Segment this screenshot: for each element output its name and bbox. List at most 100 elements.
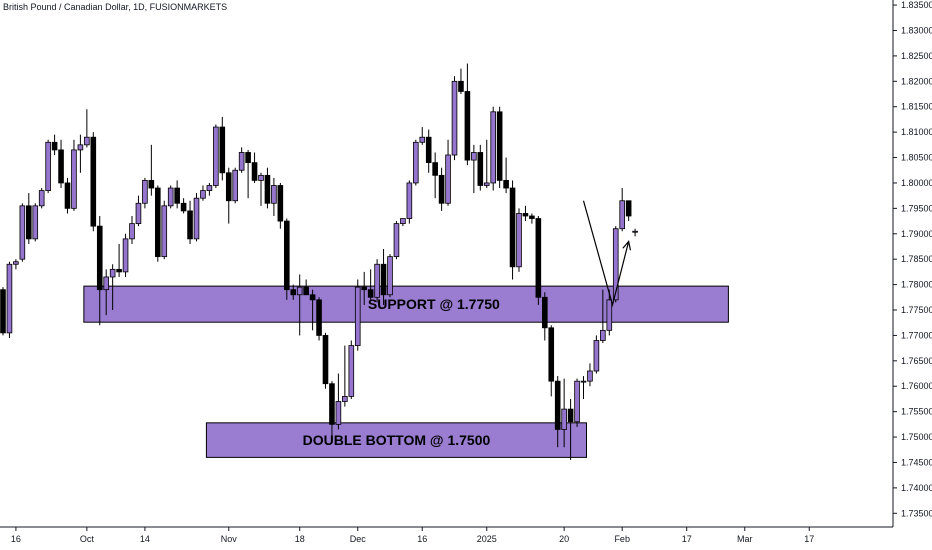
candle-down[interactable] [625, 200, 632, 217]
candle-up[interactable] [142, 180, 148, 204]
candle-up[interactable] [593, 340, 600, 372]
candle-up[interactable] [354, 286, 361, 346]
candle-up[interactable] [335, 401, 342, 425]
candle-up[interactable] [561, 408, 567, 430]
candle-down[interactable] [522, 213, 529, 217]
candle-up[interactable] [580, 380, 587, 383]
candle-up[interactable] [38, 190, 45, 207]
candle-down[interactable] [225, 172, 232, 202]
candle-down[interactable] [548, 327, 555, 382]
candle-up[interactable] [77, 144, 84, 151]
candle-down[interactable] [96, 225, 103, 291]
candle-down[interactable] [361, 286, 367, 291]
candle-down[interactable] [309, 294, 316, 301]
candle-up[interactable] [271, 185, 277, 204]
candle-up[interactable] [412, 141, 419, 184]
candle-down[interactable] [148, 180, 155, 189]
candle-up[interactable] [490, 111, 496, 184]
candle-down[interactable] [25, 205, 32, 240]
candle-up[interactable] [612, 228, 619, 301]
candle-down[interactable] [509, 187, 516, 268]
candle-down[interactable] [303, 286, 309, 296]
candle-up[interactable] [200, 190, 206, 199]
candle-up[interactable] [109, 268, 116, 278]
candle-up[interactable] [238, 152, 245, 171]
candle-down[interactable] [322, 335, 329, 385]
candle-up[interactable] [296, 286, 303, 296]
candle-up[interactable] [471, 152, 477, 161]
candle-up[interactable] [600, 329, 606, 341]
candle-up[interactable] [6, 263, 13, 334]
candle-down[interactable] [154, 187, 161, 258]
candle-up[interactable] [606, 299, 613, 331]
candle-down[interactable] [477, 152, 484, 186]
candle-up[interactable] [122, 238, 129, 273]
candle-up[interactable] [213, 126, 219, 186]
candle-up[interactable] [374, 263, 380, 298]
candle-down[interactable] [554, 380, 561, 430]
candle-down[interactable] [542, 296, 548, 329]
candle-down[interactable] [290, 289, 297, 296]
candle-down[interactable] [251, 162, 258, 181]
candle-up[interactable] [206, 185, 213, 191]
candle-down[interactable] [64, 182, 71, 209]
candle-down[interactable] [51, 141, 58, 151]
candle-down[interactable] [425, 136, 432, 164]
candle-down[interactable] [283, 220, 290, 291]
candle-up[interactable] [348, 345, 355, 397]
candle-down[interactable] [438, 174, 445, 204]
candle-down[interactable] [264, 174, 271, 204]
candle-up[interactable] [103, 276, 110, 291]
double-bottom-zone[interactable] [205, 422, 587, 458]
candle-down[interactable] [219, 126, 226, 174]
candle-up[interactable] [342, 396, 348, 402]
candle-down[interactable] [535, 218, 542, 298]
candle-up[interactable] [406, 182, 413, 219]
candle-up[interactable] [387, 256, 393, 296]
candle-up[interactable] [516, 213, 522, 268]
candle-down[interactable] [116, 268, 122, 273]
candle-up[interactable] [19, 205, 26, 260]
candle-down[interactable] [567, 408, 574, 423]
candle-up[interactable] [193, 197, 200, 240]
candle-down[interactable] [367, 289, 374, 298]
candle-up[interactable] [161, 205, 168, 258]
candle-down[interactable] [380, 263, 387, 296]
candle-up[interactable] [71, 149, 77, 209]
candle-up[interactable] [483, 182, 490, 186]
candle-up[interactable] [574, 380, 580, 423]
candle-down[interactable] [174, 187, 180, 204]
candle-down[interactable] [245, 152, 251, 164]
candle-up[interactable] [129, 223, 135, 240]
candle-down[interactable] [58, 149, 64, 184]
candle-up[interactable] [419, 136, 426, 143]
support-zone[interactable] [83, 285, 729, 323]
candle-down[interactable] [432, 162, 438, 176]
candle-up[interactable] [445, 154, 451, 204]
candle-up[interactable] [632, 230, 638, 233]
candle-down[interactable] [90, 136, 97, 227]
candle-up[interactable] [400, 218, 406, 225]
candle-up[interactable] [32, 205, 39, 240]
candle-up[interactable] [451, 80, 458, 156]
candle-down[interactable] [529, 215, 535, 219]
candle-up[interactable] [587, 370, 593, 382]
candle-down[interactable] [0, 289, 6, 334]
candle-up[interactable] [13, 261, 19, 265]
candle-down[interactable] [316, 299, 322, 336]
candle-down[interactable] [458, 80, 464, 92]
candle-up[interactable] [258, 174, 264, 181]
candle-down[interactable] [464, 91, 471, 161]
candle-up[interactable] [393, 223, 400, 258]
candle-up[interactable] [619, 200, 625, 230]
candle-up[interactable] [167, 187, 174, 207]
candle-down[interactable] [180, 202, 187, 212]
candle-down[interactable] [187, 210, 193, 240]
candle-down[interactable] [496, 111, 503, 181]
candle-up[interactable] [135, 202, 142, 225]
candle-up[interactable] [232, 169, 239, 202]
candle-up[interactable] [84, 136, 90, 146]
candle-up[interactable] [45, 141, 51, 191]
candle-down[interactable] [329, 383, 335, 425]
